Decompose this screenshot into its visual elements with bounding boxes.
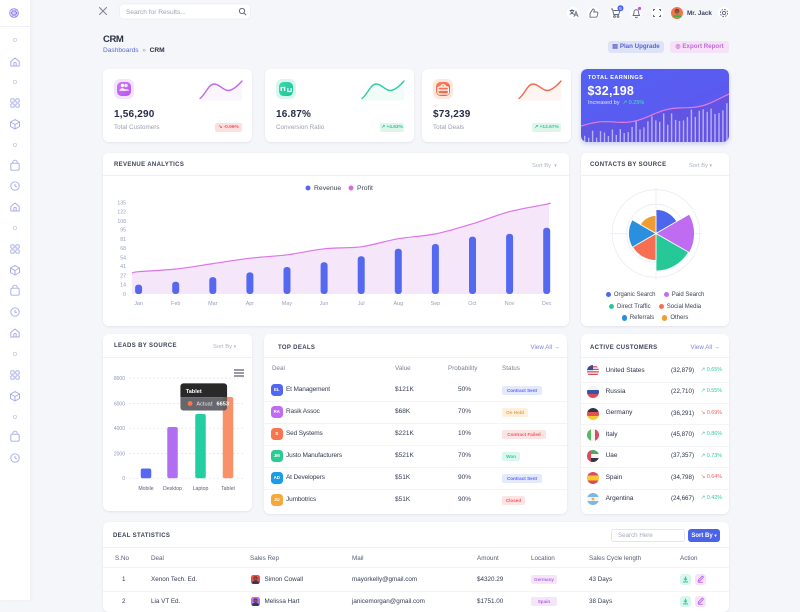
svg-text:Jul: Jul [358, 301, 365, 307]
svg-text:Aug: Aug [394, 301, 404, 307]
svg-text:0: 0 [123, 292, 126, 298]
svg-text:0: 0 [122, 476, 125, 482]
svg-text:Dec: Dec [542, 301, 552, 307]
svg-text:81: 81 [120, 237, 126, 243]
svg-text:41: 41 [120, 264, 126, 270]
svg-text:Apr: Apr [246, 301, 255, 307]
svg-text:95: 95 [120, 228, 126, 234]
svg-text:Sep: Sep [431, 301, 441, 307]
svg-text:8000: 8000 [114, 376, 125, 382]
svg-text:Nov: Nov [505, 301, 515, 307]
svg-text:May: May [282, 301, 292, 307]
svg-text:Jan: Jan [134, 301, 143, 307]
svg-text:14: 14 [120, 282, 126, 288]
svg-text:Mobile: Mobile [138, 486, 153, 492]
svg-text:Jun: Jun [320, 301, 329, 307]
svg-text:54: 54 [120, 255, 126, 261]
svg-text:27: 27 [120, 274, 126, 280]
svg-text:108: 108 [117, 219, 126, 225]
svg-text:Mar: Mar [208, 301, 217, 307]
svg-text:Search for Results...: Search for Results... [126, 9, 186, 16]
svg-text:Revenue: Revenue [314, 185, 341, 192]
svg-text:Feb: Feb [171, 301, 180, 307]
svg-text:Desktop: Desktop [163, 486, 182, 492]
svg-text:135: 135 [117, 201, 126, 207]
svg-text:4000: 4000 [114, 426, 125, 432]
svg-text:6000: 6000 [114, 401, 125, 407]
svg-text:5: 5 [619, 6, 622, 11]
svg-text:Mr. Jack: Mr. Jack [687, 10, 712, 17]
svg-text:2000: 2000 [114, 451, 125, 457]
svg-text:Tablet: Tablet [221, 486, 235, 492]
svg-text:Actual:: Actual: [196, 402, 214, 408]
svg-text:Profit: Profit [357, 185, 373, 192]
svg-text:122: 122 [117, 209, 126, 215]
svg-text:68: 68 [120, 246, 126, 252]
svg-text:Laptop: Laptop [193, 486, 209, 492]
svg-text:Oct: Oct [468, 301, 477, 307]
svg-text:6653: 6653 [217, 402, 229, 408]
svg-text:Tablet: Tablet [186, 389, 202, 395]
